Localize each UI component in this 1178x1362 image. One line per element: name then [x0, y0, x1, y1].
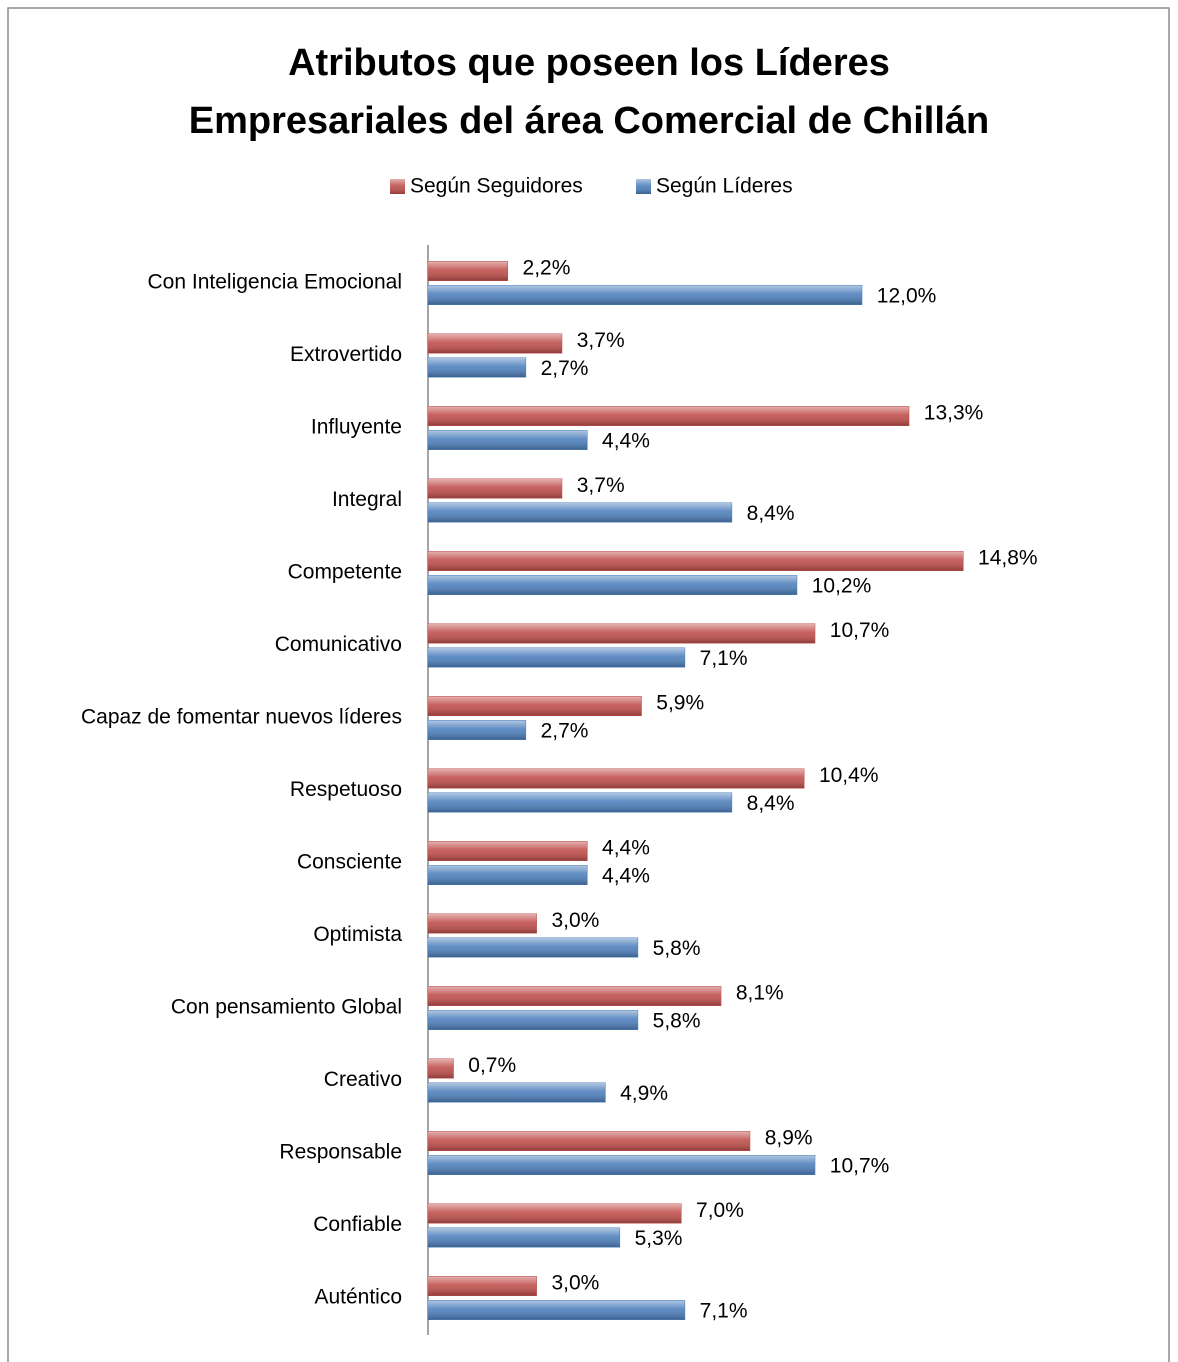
- data-label: 8,4%: [747, 502, 795, 525]
- bar-shine: [428, 865, 588, 885]
- bar-shine: [428, 1010, 638, 1030]
- bar-shine: [428, 1131, 750, 1151]
- data-label: 10,2%: [812, 575, 872, 598]
- data-label: 5,8%: [653, 937, 701, 960]
- bar-shine: [428, 1204, 682, 1223]
- bar-shine: [428, 914, 537, 933]
- category-label: Respetuoso: [290, 778, 402, 801]
- bar-shine: [428, 261, 508, 281]
- bar-shine: [428, 769, 804, 788]
- category-label: Responsable: [279, 1141, 402, 1164]
- bar-shine: [428, 479, 562, 498]
- category-label: Integral: [332, 488, 402, 511]
- category-label: Comunicativo: [275, 633, 402, 656]
- bar-shine: [428, 358, 526, 377]
- legend-label: Según Líderes: [656, 175, 793, 198]
- category-label: Capaz de fomentar nuevos líderes: [81, 706, 402, 729]
- category-label: Confiable: [313, 1213, 402, 1236]
- bar-shine: [428, 648, 685, 667]
- category-label: Consciente: [297, 851, 402, 874]
- data-label: 10,7%: [830, 619, 890, 642]
- category-label: Con pensamiento Global: [171, 996, 402, 1019]
- bar-shine: [428, 720, 526, 740]
- bar-shine: [428, 938, 638, 957]
- category-label: Optimista: [313, 923, 402, 946]
- bar-shine: [428, 334, 562, 353]
- data-label: 13,3%: [924, 402, 984, 425]
- category-label: Influyente: [311, 416, 402, 439]
- data-label: 2,7%: [541, 720, 589, 743]
- bar-shine: [428, 406, 909, 426]
- bar-shine: [428, 551, 964, 571]
- bar-shine: [428, 1228, 620, 1247]
- data-label: 12,0%: [877, 285, 937, 308]
- legend-swatch-shine: [636, 179, 651, 194]
- bar-shine: [428, 1300, 685, 1320]
- category-label: Creativo: [324, 1068, 402, 1091]
- data-label: 3,7%: [577, 329, 625, 352]
- bar-shine: [428, 624, 815, 643]
- bar-shine: [428, 430, 588, 450]
- data-label: 7,1%: [700, 1300, 748, 1323]
- data-label: 8,4%: [747, 792, 795, 815]
- data-label: 0,7%: [468, 1054, 516, 1077]
- bar-shine: [428, 285, 862, 305]
- bar-shine: [428, 1276, 537, 1296]
- bar-shine: [428, 696, 642, 716]
- bar-shine: [428, 986, 721, 1006]
- data-label: 4,4%: [602, 837, 650, 860]
- data-label: 8,1%: [736, 982, 784, 1005]
- category-label: Extrovertido: [290, 343, 402, 366]
- data-label: 7,0%: [696, 1199, 744, 1222]
- data-label: 3,0%: [551, 909, 599, 932]
- category-label: Con Inteligencia Emocional: [148, 271, 402, 294]
- data-label: 4,4%: [602, 865, 650, 888]
- chart-border: [7, 7, 1170, 1362]
- data-label: 5,8%: [653, 1010, 701, 1033]
- data-label: 8,9%: [765, 1127, 813, 1150]
- bar-shine: [428, 1083, 606, 1102]
- bar-shine: [428, 841, 588, 861]
- chart-title: Atributos que poseen los Líderes Empresa…: [188, 42, 990, 142]
- bar-shine: [428, 793, 732, 812]
- category-label: Auténtico: [314, 1286, 402, 1309]
- data-label: 10,4%: [819, 764, 879, 787]
- legend-label: Según Seguidores: [410, 175, 583, 198]
- data-label: 5,9%: [656, 692, 704, 715]
- data-label: 7,1%: [700, 647, 748, 670]
- data-label: 3,0%: [551, 1272, 599, 1295]
- data-label: 2,7%: [541, 357, 589, 380]
- bar-shine: [428, 1059, 454, 1078]
- bar-shine: [428, 503, 732, 522]
- bar-shine: [428, 575, 797, 595]
- bar-shine: [428, 1155, 815, 1175]
- data-label: 10,7%: [830, 1155, 890, 1178]
- category-label: Competente: [288, 561, 402, 584]
- data-label: 2,2%: [523, 257, 571, 280]
- data-label: 4,4%: [602, 430, 650, 453]
- data-label: 3,7%: [577, 474, 625, 497]
- legend-swatch-shine: [390, 179, 405, 194]
- data-label: 14,8%: [978, 547, 1038, 570]
- data-label: 5,3%: [635, 1227, 683, 1250]
- data-label: 4,9%: [620, 1082, 668, 1105]
